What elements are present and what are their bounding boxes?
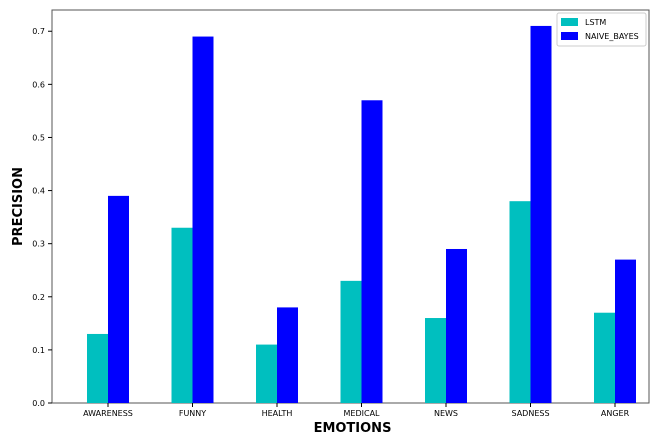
legend-box xyxy=(556,12,647,47)
bar-lstm-awareness xyxy=(87,333,108,403)
y-tick-label: 0.6 xyxy=(32,80,45,89)
y-tick-label: 0.4 xyxy=(32,187,45,196)
y-axis-title: PRECISION xyxy=(11,167,26,246)
y-tick-label: 0.5 xyxy=(32,133,45,142)
x-tick-label: NEWS xyxy=(434,409,458,418)
legend: LSTM NAIVE_BAYES xyxy=(556,12,647,47)
y-tick-label: 0.7 xyxy=(32,27,45,36)
x-tick-label: AWARENESS xyxy=(83,409,133,418)
bar-naive-bayes-sadness xyxy=(530,25,552,403)
y-tick-label: 0.1 xyxy=(32,346,45,355)
y-tick-label: 0.0 xyxy=(32,399,45,408)
bar-naive-bayes-awareness xyxy=(108,195,129,403)
bar-naive-bayes-health xyxy=(277,307,298,403)
x-axis-title: EMOTIONS xyxy=(314,421,392,434)
bar-lstm-news xyxy=(425,318,446,403)
bar-naive-bayes-funny xyxy=(192,36,214,404)
legend-label-naive-bayes: NAIVE_BAYES xyxy=(585,32,639,41)
x-axis: AWARENESS FUNNY HEALTH MEDICAL NEWS SADNESS AN… xyxy=(83,403,630,418)
bar-lstm-anger xyxy=(594,312,615,403)
bar-naive-bayes-medical xyxy=(361,100,383,403)
x-tick-label: HEALTH xyxy=(262,409,293,418)
bar-naive-bayes-anger xyxy=(615,259,636,403)
legend-swatch-lstm xyxy=(561,18,578,26)
x-tick-label: ANGER xyxy=(601,409,630,418)
x-tick-label: MEDICAL xyxy=(344,409,381,418)
legend-label-lstm: LSTM xyxy=(585,18,606,27)
y-tick-label: 0.3 xyxy=(32,240,45,249)
x-tick-label: FUNNY xyxy=(179,409,206,418)
bars xyxy=(87,25,636,404)
bar-naive-bayes-news xyxy=(446,248,467,403)
y-axis: 0.0 0.1 0.2 0.3 0.4 0.5 0.6 0.7 xyxy=(32,27,52,408)
y-tick-label: 0.2 xyxy=(32,293,45,302)
bar-lstm-medical xyxy=(340,280,362,403)
bar-lstm-health xyxy=(256,344,277,403)
bar-lstm-funny xyxy=(171,227,193,403)
legend-swatch-naive-bayes xyxy=(561,32,578,40)
bar-lstm-sadness xyxy=(509,201,531,403)
x-tick-label: SADNESS xyxy=(511,409,549,418)
